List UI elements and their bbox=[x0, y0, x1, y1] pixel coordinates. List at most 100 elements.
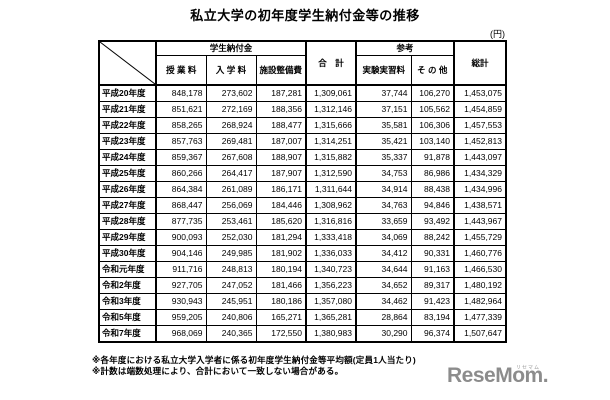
logo-text: ReseMom. bbox=[447, 364, 549, 387]
year-label: 令和5年度 bbox=[98, 309, 157, 326]
value-cell: 256,069 bbox=[205, 197, 257, 214]
table-row: 令和元年度 911,716 248,813 180,194 1,340,723 34,64… bbox=[98, 261, 507, 278]
value-cell: 267,608 bbox=[205, 149, 257, 166]
value-cell: 247,052 bbox=[205, 277, 257, 294]
value-cell: 1,434,996 bbox=[453, 181, 507, 198]
value-cell: 252,030 bbox=[205, 229, 257, 246]
value-cell: 106,270 bbox=[410, 84, 455, 102]
value-cell: 1,312,590 bbox=[305, 165, 357, 182]
value-cell: 181,294 bbox=[255, 229, 307, 246]
value-cell: 868,447 bbox=[155, 197, 207, 214]
value-cell: 94,846 bbox=[410, 197, 455, 214]
value-cell: 858,265 bbox=[155, 117, 207, 134]
diagonal-line bbox=[100, 42, 155, 84]
value-cell: 1,434,329 bbox=[453, 165, 507, 182]
col-header-admission: 入 学 料 bbox=[205, 55, 257, 86]
col-header-facility: 施設整備費 bbox=[255, 55, 307, 86]
value-cell: 249,985 bbox=[205, 245, 257, 262]
year-label: 平成26年度 bbox=[98, 181, 157, 198]
table-row: 平成20年度 848,178 273,602 187,281 1,309,061 37,7… bbox=[98, 84, 507, 102]
value-cell: 857,763 bbox=[155, 133, 207, 150]
col-group-student-payments: 学生納付金 bbox=[155, 40, 307, 56]
value-cell: 34,069 bbox=[355, 229, 412, 246]
value-cell: 1,507,647 bbox=[453, 325, 507, 343]
year-label: 平成21年度 bbox=[98, 101, 157, 118]
value-cell: 35,581 bbox=[355, 117, 412, 134]
year-label: 平成23年度 bbox=[98, 133, 157, 150]
value-cell: 187,907 bbox=[255, 165, 307, 182]
value-cell: 1,356,223 bbox=[305, 277, 357, 294]
value-cell: 1,454,859 bbox=[453, 101, 507, 118]
value-cell: 1,357,080 bbox=[305, 293, 357, 310]
value-cell: 245,951 bbox=[205, 293, 257, 310]
table-row: 令和7年度 968,069 240,365 172,550 1,380,983 30,29… bbox=[98, 325, 507, 343]
value-cell: 185,620 bbox=[255, 213, 307, 230]
value-cell: 37,744 bbox=[355, 84, 412, 102]
value-cell: 1,380,983 bbox=[305, 325, 357, 343]
value-cell: 1,309,061 bbox=[305, 84, 357, 102]
value-cell: 1,452,813 bbox=[453, 133, 507, 150]
table-row: 令和2年度 927,705 247,052 181,466 1,356,223 34,65… bbox=[98, 277, 507, 294]
table-row: 令和5年度 959,205 240,806 165,271 1,365,281 28,86… bbox=[98, 309, 507, 326]
payments-table: 学生納付金 合 計 参考 総計 授 業 料 入 学 料 施設整備費 実験実習料 … bbox=[98, 40, 507, 343]
value-cell: 851,621 bbox=[155, 101, 207, 118]
value-cell: 35,337 bbox=[355, 149, 412, 166]
year-label: 平成20年度 bbox=[98, 84, 157, 102]
value-cell: 186,171 bbox=[255, 181, 307, 198]
value-cell: 105,562 bbox=[410, 101, 455, 118]
value-cell: 34,412 bbox=[355, 245, 412, 262]
value-cell: 268,924 bbox=[205, 117, 257, 134]
value-cell: 1,315,666 bbox=[305, 117, 357, 134]
value-cell: 269,481 bbox=[205, 133, 257, 150]
value-cell: 35,421 bbox=[355, 133, 412, 150]
value-cell: 91,878 bbox=[410, 149, 455, 166]
value-cell: 1,315,882 bbox=[305, 149, 357, 166]
value-cell: 184,446 bbox=[255, 197, 307, 214]
value-cell: 89,317 bbox=[410, 277, 455, 294]
corner-cell bbox=[98, 40, 157, 86]
value-cell: 180,194 bbox=[255, 261, 307, 278]
value-cell: 90,331 bbox=[410, 245, 455, 262]
value-cell: 1,312,146 bbox=[305, 101, 357, 118]
year-label: 令和2年度 bbox=[98, 277, 157, 294]
value-cell: 34,914 bbox=[355, 181, 412, 198]
table-row: 平成26年度 864,384 261,089 186,171 1,311,644 34,9… bbox=[98, 181, 507, 198]
value-cell: 1,365,281 bbox=[305, 309, 357, 326]
value-cell: 34,644 bbox=[355, 261, 412, 278]
value-cell: 181,902 bbox=[255, 245, 307, 262]
value-cell: 91,163 bbox=[410, 261, 455, 278]
value-cell: 30,290 bbox=[355, 325, 412, 343]
col-header-experiment: 実験実習料 bbox=[355, 55, 412, 86]
value-cell: 188,477 bbox=[255, 117, 307, 134]
value-cell: 1,455,729 bbox=[453, 229, 507, 246]
value-cell: 930,943 bbox=[155, 293, 207, 310]
col-header-grand-total: 総計 bbox=[453, 40, 507, 86]
table-row: 平成24年度 859,367 267,608 188,907 1,315,882 35,3… bbox=[98, 149, 507, 166]
value-cell: 1,333,418 bbox=[305, 229, 357, 246]
value-cell: 93,492 bbox=[410, 213, 455, 230]
value-cell: 34,652 bbox=[355, 277, 412, 294]
value-cell: 1,480,192 bbox=[453, 277, 507, 294]
year-label: 令和3年度 bbox=[98, 293, 157, 310]
value-cell: 959,205 bbox=[155, 309, 207, 326]
value-cell: 172,550 bbox=[255, 325, 307, 343]
value-cell: 1,438,571 bbox=[453, 197, 507, 214]
value-cell: 1,457,553 bbox=[453, 117, 507, 134]
value-cell: 188,907 bbox=[255, 149, 307, 166]
table-row: 平成21年度 851,621 272,169 188,356 1,312,146 37,1… bbox=[98, 101, 507, 118]
value-cell: 1,336,033 bbox=[305, 245, 357, 262]
table-row: 平成27年度 868,447 256,069 184,446 1,308,962 34,7… bbox=[98, 197, 507, 214]
value-cell: 904,146 bbox=[155, 245, 207, 262]
col-header-subtotal: 合 計 bbox=[305, 40, 357, 86]
value-cell: 1,316,816 bbox=[305, 213, 357, 230]
page-title: 私立大学の初年度学生納付金等の推移 bbox=[190, 8, 420, 23]
table-row: 平成30年度 904,146 249,985 181,902 1,336,033 34,4… bbox=[98, 245, 507, 262]
col-group-reference: 参考 bbox=[355, 40, 455, 56]
footnotes: ※各年度における私立大学入学者に係る初年度学生納付金等平均額(定員1人当たり) … bbox=[92, 355, 532, 376]
value-cell: 264,417 bbox=[205, 165, 257, 182]
value-cell: 1,308,962 bbox=[305, 197, 357, 214]
value-cell: 1,443,967 bbox=[453, 213, 507, 230]
value-cell: 1,453,075 bbox=[453, 84, 507, 102]
table-row: 平成29年度 900,093 252,030 181,294 1,333,418 34,0… bbox=[98, 229, 507, 246]
year-label: 令和元年度 bbox=[98, 261, 157, 278]
